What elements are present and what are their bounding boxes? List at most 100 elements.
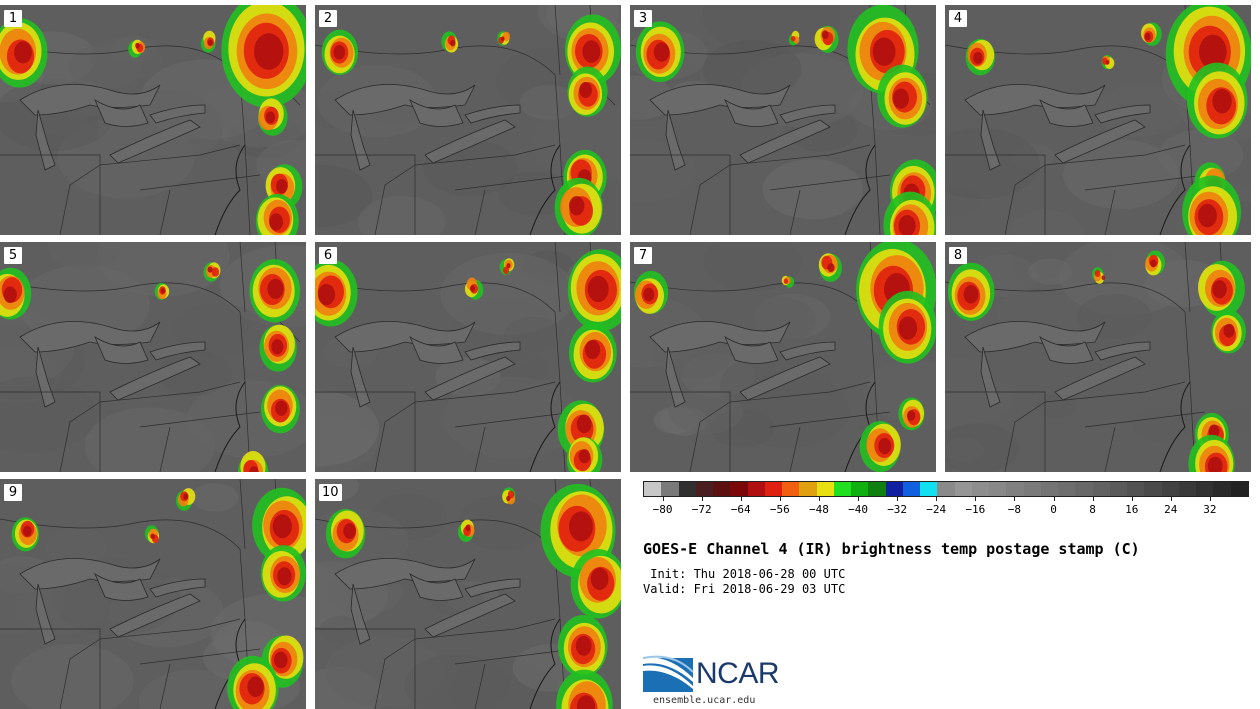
colorbar-tick-label: −8 <box>1007 503 1022 516</box>
colorbar-tick <box>1209 496 1211 501</box>
panel-number: 1 <box>4 10 22 27</box>
colorbar-segment <box>1040 482 1058 496</box>
colorbar-tick <box>1170 496 1172 501</box>
colorbar-segment <box>971 482 989 496</box>
panel-number: 5 <box>4 247 22 264</box>
colorbar-tick <box>740 496 742 501</box>
colorbar-tick <box>975 496 977 501</box>
colorbar-tick-label: −48 <box>808 503 829 516</box>
colorbar <box>643 481 1249 497</box>
colorbar-segment <box>1023 482 1041 496</box>
colorbar-tick-label: −16 <box>965 503 986 516</box>
figure-title: GOES-E Channel 4 (IR) brightness temp po… <box>643 540 1140 558</box>
colorbar-tick-label: 24 <box>1164 503 1178 516</box>
colorbar-segment <box>764 482 782 496</box>
ir-map-icon <box>630 5 936 235</box>
valid-time: Valid: Fri 2018-06-29 03 UTC <box>643 582 846 596</box>
ncar-logo-icon <box>643 655 694 692</box>
colorbar-segment <box>1213 482 1231 496</box>
colorbar-tick <box>936 496 938 501</box>
stamp-panel-1: 1 <box>0 5 306 235</box>
init-time: Init: Thu 2018-06-28 00 UTC <box>643 567 846 581</box>
colorbar-tick-label: −40 <box>848 503 868 516</box>
colorbar-tick-label: −32 <box>887 503 908 516</box>
colorbar-tick <box>1131 496 1133 501</box>
colorbar-segment <box>833 482 851 496</box>
ir-map-icon <box>945 242 1251 472</box>
colorbar-segment <box>678 482 696 496</box>
ir-map-icon <box>0 242 306 472</box>
colorbar-segment <box>920 482 938 496</box>
colorbar-segment <box>937 482 955 496</box>
site-url: ensemble.ucar.edu <box>653 695 756 706</box>
colorbar-segment <box>902 482 920 496</box>
panel-number: 10 <box>319 484 342 501</box>
colorbar-tick-label: 0 <box>1050 503 1057 516</box>
stamp-panel-8: 8 <box>945 242 1251 472</box>
ir-map-icon <box>945 5 1251 235</box>
stamp-panel-4: 4 <box>945 5 1251 235</box>
stamp-panel-5: 5 <box>0 242 306 472</box>
colorbar-tick <box>701 496 703 501</box>
panel-number: 9 <box>4 484 22 501</box>
ir-map-icon <box>0 479 306 709</box>
stamp-panel-7: 7 <box>630 242 936 472</box>
ir-map-icon <box>315 479 621 709</box>
colorbar-segment <box>1006 482 1024 496</box>
stamp-panel-10: 10 <box>315 479 621 709</box>
colorbar-segment <box>695 482 713 496</box>
colorbar-tick-label: −80 <box>652 503 673 516</box>
panel-number: 8 <box>949 247 967 264</box>
panel-number: 6 <box>319 247 337 264</box>
ncar-logo-text: NCAR <box>696 657 780 690</box>
colorbar-segment <box>1196 482 1214 496</box>
colorbar-tick <box>858 496 860 501</box>
colorbar-segment <box>1178 482 1196 496</box>
colorbar-segment <box>1109 482 1127 496</box>
ir-map-icon <box>0 5 306 235</box>
colorbar-tick-label: 8 <box>1089 503 1096 516</box>
colorbar-segment <box>1092 482 1110 496</box>
colorbar-tick <box>897 496 899 501</box>
colorbar-tick <box>1092 496 1094 501</box>
colorbar-tick-label: 32 <box>1203 503 1217 516</box>
panel-number: 4 <box>949 10 967 27</box>
colorbar-tick-label: −64 <box>730 503 751 516</box>
colorbar-segment <box>661 482 679 496</box>
colorbar-segment <box>1075 482 1093 496</box>
ir-map-icon <box>630 242 936 472</box>
stamp-panel-3: 3 <box>630 5 936 235</box>
colorbar-segment <box>730 482 748 496</box>
colorbar-segment <box>1058 482 1076 496</box>
colorbar-segment <box>799 482 817 496</box>
colorbar-segment <box>954 482 972 496</box>
colorbar-segment <box>1127 482 1145 496</box>
panel-number: 3 <box>634 10 652 27</box>
colorbar-tick-label: −24 <box>926 503 947 516</box>
panel-number: 2 <box>319 10 337 27</box>
colorbar-segment <box>816 482 834 496</box>
colorbar-ticks: −80 −72 −64 −56 −48 −40 −32 −24 −16 −8 0 8 16 24 32 <box>643 496 1249 520</box>
colorbar-segment <box>851 482 869 496</box>
colorbar-segment <box>1144 482 1162 496</box>
colorbar-segment <box>713 482 731 496</box>
colorbar-segment <box>782 482 800 496</box>
colorbar-segment <box>1230 482 1248 496</box>
colorbar-segment <box>1161 482 1179 496</box>
colorbar-segment <box>885 482 903 496</box>
colorbar-tick <box>1053 496 1055 501</box>
stamp-panel-9: 9 <box>0 479 306 709</box>
colorbar-segment <box>747 482 765 496</box>
colorbar-tick-label: −72 <box>691 503 712 516</box>
colorbar-segment <box>644 482 662 496</box>
colorbar-tick <box>662 496 664 501</box>
stamp-panel-6: 6 <box>315 242 621 472</box>
colorbar-tick <box>779 496 781 501</box>
ir-map-icon <box>315 242 621 472</box>
colorbar-tick-label: 16 <box>1125 503 1139 516</box>
panel-number: 7 <box>634 247 652 264</box>
stamp-panel-2: 2 <box>315 5 621 235</box>
colorbar-tick <box>1014 496 1016 501</box>
colorbar-tick <box>818 496 820 501</box>
colorbar-tick-label: −56 <box>769 503 790 516</box>
